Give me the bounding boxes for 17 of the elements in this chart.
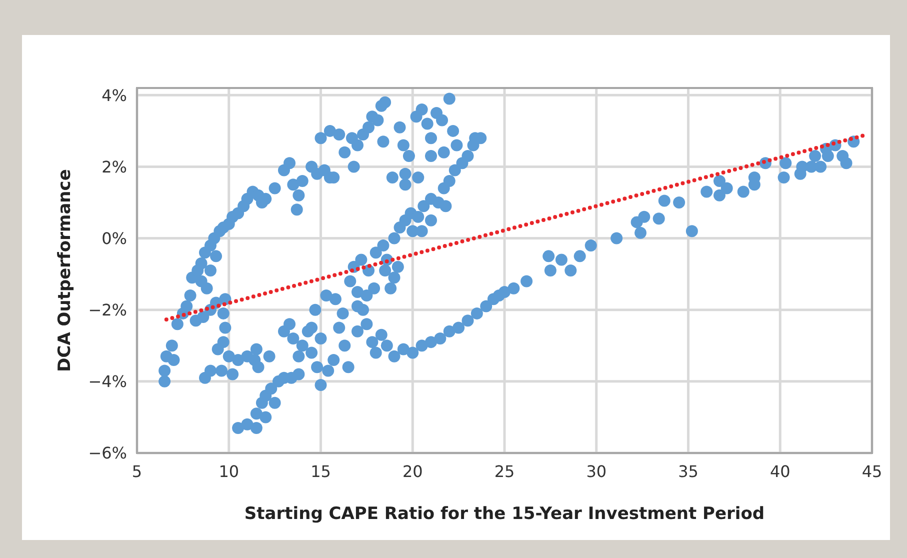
x-tick-label: 15 xyxy=(310,462,331,481)
x-tick-label: 45 xyxy=(862,462,882,481)
y-tick-label: 0% xyxy=(102,228,127,248)
y-tick-label: −6% xyxy=(88,444,127,463)
y-tick-label: −4% xyxy=(88,372,127,392)
x-tick-label: 5 xyxy=(132,462,142,481)
x-tick-label: 20 xyxy=(402,462,423,481)
x-tick-label: 40 xyxy=(770,462,790,481)
x-tick-label: 25 xyxy=(494,462,515,481)
x-axis-title: Starting CAPE Ratio for the 15-Year Investment Period xyxy=(244,504,765,524)
y-tick-label: 2% xyxy=(102,157,127,176)
y-axis-title: DCA Outperformance xyxy=(55,169,75,372)
x-tick-label: 10 xyxy=(218,462,240,481)
x-tick-label: 35 xyxy=(678,462,698,481)
y-tick-label: −2% xyxy=(88,300,127,320)
y-tick-label: 4% xyxy=(102,86,127,105)
x-tick-label: 30 xyxy=(586,462,607,481)
